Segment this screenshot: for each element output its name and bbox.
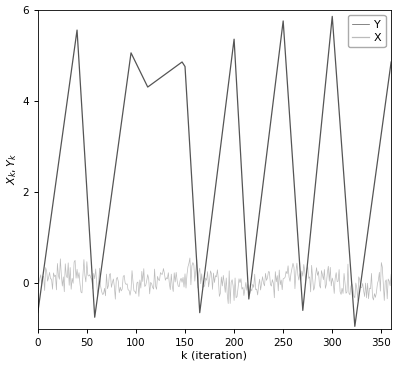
Line: Y: Y	[38, 258, 391, 303]
X	[35, 310, 40, 315]
Y-axis label: $X_k, Y_k$: $X_k, Y_k$	[6, 153, 20, 185]
Y	[226, 301, 230, 306]
Y	[101, 292, 106, 296]
X	[248, 281, 253, 285]
Y	[250, 282, 255, 287]
X-axis label: k (iteration): k (iteration)	[181, 350, 248, 361]
X	[101, 251, 106, 255]
X	[330, 14, 335, 19]
X	[353, 324, 357, 329]
Y	[238, 276, 243, 281]
Y	[187, 256, 192, 260]
Legend: Y, X: Y, X	[348, 15, 386, 47]
X	[45, 240, 50, 244]
Y	[258, 288, 263, 292]
X	[347, 243, 351, 248]
Y	[45, 279, 50, 283]
X	[237, 124, 242, 128]
Y	[35, 265, 40, 269]
Y	[389, 272, 394, 276]
X	[256, 217, 261, 222]
X	[389, 60, 394, 64]
Line: X: X	[38, 16, 391, 326]
Y	[347, 292, 352, 297]
